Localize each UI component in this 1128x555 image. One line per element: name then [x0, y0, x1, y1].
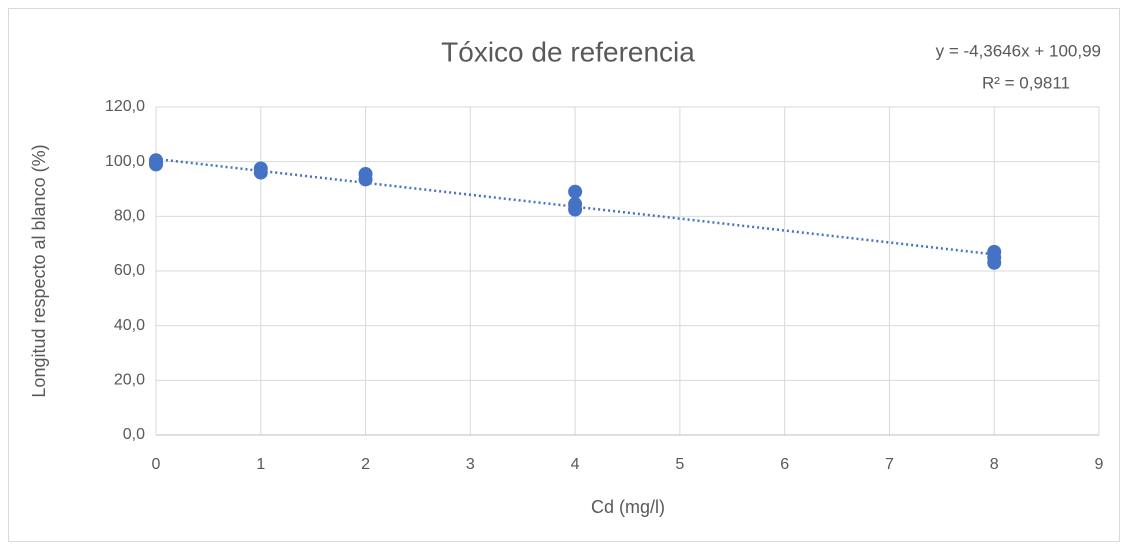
trendline-r-squared: R² = 0,9811 [982, 73, 1070, 92]
x-tick-label: 6 [780, 456, 789, 473]
x-tick-label: 9 [1095, 456, 1104, 473]
x-tick-label: 1 [256, 456, 265, 473]
x-tick-label: 4 [571, 456, 580, 473]
chart-title: Tóxico de referencia [441, 36, 695, 67]
x-axis-title: Cd (mg/l) [591, 497, 665, 517]
y-tick-label: 60,0 [114, 262, 145, 279]
x-tick-label: 5 [675, 456, 684, 473]
point [253, 165, 268, 180]
y-tick-label: 80,0 [114, 208, 145, 225]
x-tick-label: 3 [466, 456, 475, 473]
y-tick-label: 120,0 [105, 98, 145, 115]
point [987, 255, 1002, 270]
x-tick-label: 2 [361, 456, 370, 473]
trendline-equation: y = -4,3646x + 100,99 [936, 41, 1101, 60]
y-tick-label: 40,0 [114, 317, 145, 334]
y-axis-title: Longitud respecto al blanco (%) [29, 144, 49, 397]
point [358, 172, 373, 187]
trendline [155, 157, 995, 256]
y-tick-label: 20,0 [114, 372, 145, 389]
chart-border [8, 8, 1120, 542]
x-tick-label: 0 [152, 456, 161, 473]
point [149, 154, 163, 169]
x-tick-label: 7 [885, 456, 894, 473]
point [568, 202, 583, 217]
point [568, 184, 583, 199]
x-tick-label: 8 [990, 456, 999, 473]
y-tick-label: 100,0 [105, 153, 145, 170]
y-tick-label: 0,0 [123, 426, 145, 443]
